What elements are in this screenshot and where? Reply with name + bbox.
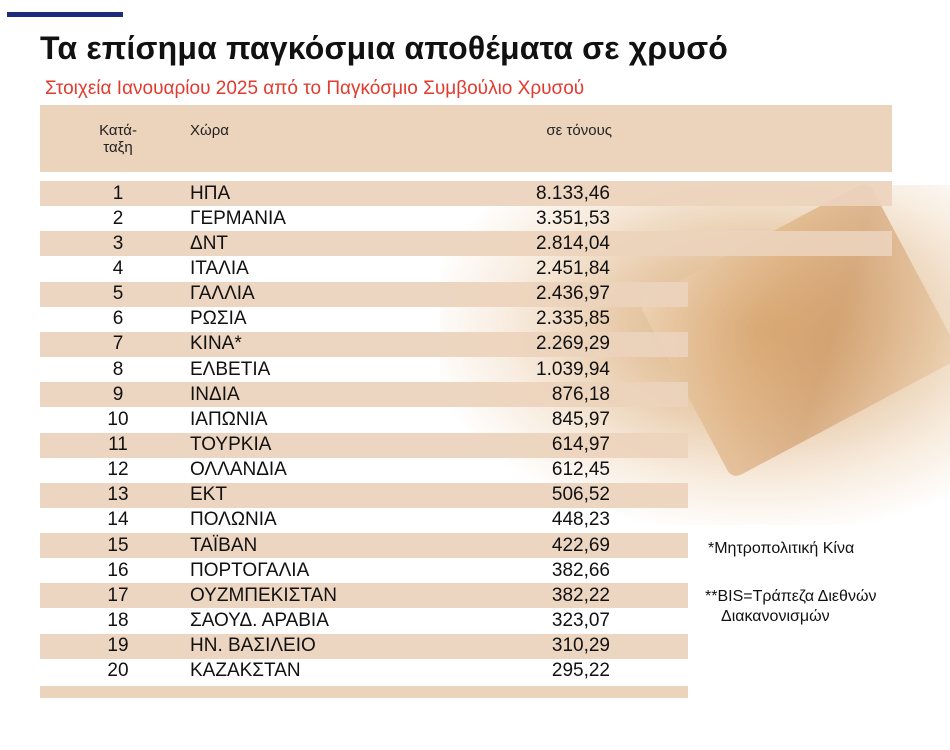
row-rank: 2: [112, 207, 124, 229]
row-country: ΓΑΛΛΙΑ: [190, 283, 255, 305]
row-value: 876,18: [551, 383, 610, 405]
row-rank: 19: [107, 635, 129, 657]
table-row: 10 ΙΑΠΩΝΙΑ 845,97: [40, 407, 688, 432]
row-rank: 17: [107, 584, 129, 606]
row-value: 845,97: [551, 408, 610, 430]
row-country: ΤΑΪΒΑΝ: [190, 534, 258, 556]
row-rank: 15: [107, 534, 129, 556]
row-value: 382,22: [551, 584, 610, 606]
row-rank: 3: [112, 232, 124, 254]
row-country: ΗΠΑ: [190, 182, 231, 204]
row-value: 310,29: [551, 635, 610, 657]
row-value: 382,66: [551, 559, 610, 581]
row-country: ΙΤΑΛΙΑ: [190, 257, 249, 279]
row-value: 2.451,84: [536, 257, 610, 279]
row-value: 422,69: [551, 534, 610, 556]
table-row: 5 ΓΑΛΛΙΑ 2.436,97: [40, 281, 688, 307]
row-rank: 11: [108, 434, 128, 455]
row-rank: 4: [112, 257, 124, 279]
row-country: ΟΛΛΑΝΔΙΑ: [190, 459, 287, 481]
header-rank-line2: ταξη: [103, 139, 133, 156]
row-rank: 14: [107, 509, 129, 531]
row-value: 3.351,53: [536, 207, 610, 229]
header-rank-line1: Κατά-: [99, 122, 137, 139]
table-row: 15 ΤΑΪΒΑΝ 422,69: [40, 533, 688, 559]
row-country: ΚΙΝΑ*: [190, 333, 242, 355]
row-rank: 16: [107, 559, 129, 581]
page-title: Τα επίσημα παγκόσμια αποθέματα σε χρυσό: [40, 30, 729, 66]
table-row: 16 ΠΟΡΤΟΓΑΛΙΑ 382,66: [40, 558, 688, 583]
table-row: 1 ΗΠΑ 8.133,46: [40, 181, 892, 206]
header-rank: Κατά- ταξη: [90, 122, 146, 156]
row-value: 448,23: [551, 509, 610, 531]
row-value: 612,45: [551, 459, 610, 481]
row-value: 2.436,97: [536, 283, 610, 305]
row-country: ΟΥΖΜΠΕΚΙΣΤΑΝ: [190, 584, 337, 606]
row-value: 8.133,46: [536, 182, 610, 204]
note-bis-line2: Διακανονισμών: [721, 608, 830, 625]
table-row: 7 ΚΙΝΑ* 2.269,29: [40, 331, 688, 357]
row-value: 614,97: [551, 434, 610, 455]
note-china: *Μητροπολιτική Κίνα: [708, 540, 855, 557]
row-country: ΣΑΟΥΔ. ΑΡΑΒΙΑ: [190, 610, 329, 632]
table-row: 8 ΕΛΒΕΤΙΑ 1.039,94: [40, 357, 688, 382]
table-row: 14 ΠΟΛΩΝΙΑ 448,23: [40, 508, 688, 533]
row-country: ΕΚΤ: [190, 484, 227, 506]
row-country: ΔΝΤ: [190, 232, 229, 254]
table-row: 18 ΣΑΟΥΔ. ΑΡΑΒΙΑ 323,07: [40, 609, 688, 634]
row-country: ΡΩΣΙΑ: [190, 308, 247, 330]
row-country: ΠΟΛΩΝΙΑ: [190, 509, 277, 531]
row-country: ΙΑΠΩΝΙΑ: [190, 408, 268, 430]
table-row: 3 ΔΝΤ 2.814,04: [40, 231, 892, 257]
page-subtitle: Στοιχεία Ιανουαρίου 2025 από το Παγκόσμι…: [45, 78, 585, 99]
header-value: σε τόνους: [546, 122, 612, 139]
table-row: 9 ΙΝΔΙΑ 876,18: [40, 382, 688, 408]
row-value: 2.269,29: [536, 333, 610, 355]
row-value: 323,07: [551, 610, 610, 632]
note-bis-line1: **BIS=Τράπεζα Διεθνών: [705, 588, 877, 605]
table-row: 4 ΙΤΑΛΙΑ 2.451,84: [40, 256, 892, 281]
row-country: ΙΝΔΙΑ: [190, 383, 240, 405]
row-value: 295,22: [551, 660, 610, 682]
row-country: ΓΕΡΜΑΝΙΑ: [190, 207, 286, 229]
row-value: 506,52: [551, 484, 610, 506]
row-rank: 10: [107, 408, 129, 430]
row-rank: 13: [107, 484, 129, 506]
row-value: 1.039,94: [536, 358, 610, 380]
table-row: 12 ΟΛΛΑΝΔΙΑ 612,45: [40, 458, 688, 483]
table-row: 19 ΗΝ. ΒΑΣΙΛΕΙΟ 310,29: [40, 633, 688, 659]
row-rank: 12: [107, 459, 129, 481]
row-country: ΕΛΒΕΤΙΑ: [190, 358, 271, 380]
row-rank: 1: [112, 182, 124, 204]
accent-bar: [7, 12, 123, 17]
row-value: 2.814,04: [536, 232, 610, 254]
row-rank: 9: [112, 383, 124, 405]
table-row: 6 ΡΩΣΙΑ 2.335,85: [40, 307, 688, 332]
row-value: 2.335,85: [536, 308, 610, 330]
row-rank: 7: [112, 333, 124, 355]
row-country: ΚΑΖΑΚΣΤΑΝ: [190, 660, 301, 682]
row-rank: 18: [107, 610, 129, 632]
table-row: 20 ΚΑΖΑΚΣΤΑΝ 295,22: [40, 659, 688, 684]
row-rank: 5: [112, 283, 124, 305]
row-rank: 6: [112, 308, 124, 330]
table-row: 11 ΤΟΥΡΚΙΑ 614,97: [40, 432, 688, 458]
row-country: ΠΟΡΤΟΓΑΛΙΑ: [190, 559, 310, 581]
row-country: ΤΟΥΡΚΙΑ: [190, 434, 272, 455]
table-row: 17 ΟΥΖΜΠΕΚΙΣΤΑΝ 382,22: [40, 583, 688, 609]
row-rank: 20: [107, 660, 129, 682]
header-country: Χώρα: [190, 122, 229, 139]
row-country: ΗΝ. ΒΑΣΙΛΕΙΟ: [190, 635, 316, 657]
row-rank: 8: [112, 358, 124, 380]
table-row: 2 ΓΕΡΜΑΝΙΑ 3.351,53: [40, 206, 892, 231]
table-footer-band: [40, 686, 688, 698]
table-header: [40, 105, 892, 172]
table-row: 13 ΕΚΤ 506,52: [40, 482, 688, 508]
